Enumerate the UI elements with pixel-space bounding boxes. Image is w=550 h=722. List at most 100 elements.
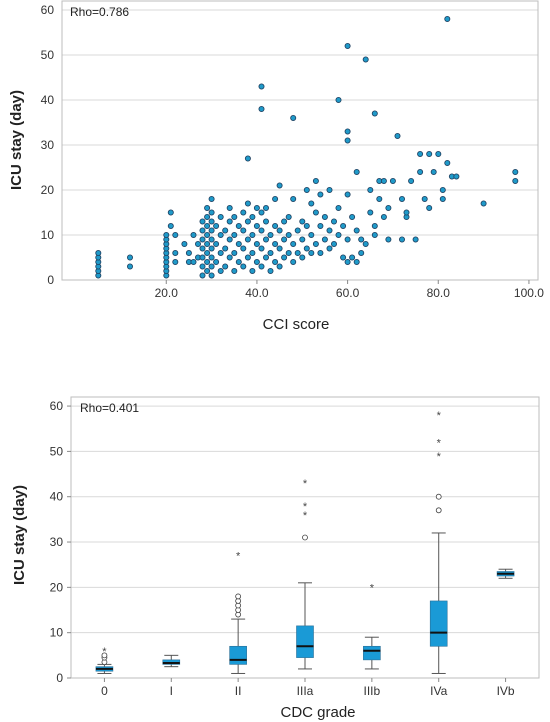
scatter-point bbox=[208, 272, 215, 279]
scatter-point bbox=[389, 177, 396, 184]
scatter-point bbox=[267, 249, 274, 256]
scatter-point bbox=[439, 195, 446, 202]
box-outlier-circle bbox=[235, 593, 242, 600]
scatter-y-tick-label: 40 bbox=[41, 93, 55, 107]
boxplot-y-ticks: 0 10 20 30 40 50 60 bbox=[50, 399, 71, 685]
scatter-y-ticks: 0 10 20 30 40 50 60 bbox=[41, 3, 55, 287]
boxplot-x-tick-label: I bbox=[170, 684, 173, 698]
box-body bbox=[296, 625, 314, 658]
scatter-point bbox=[285, 231, 292, 238]
scatter-point bbox=[167, 222, 174, 229]
box-body bbox=[363, 645, 381, 661]
scatter-point bbox=[290, 258, 297, 265]
box-outlier-star: * bbox=[303, 478, 308, 490]
boxplot-x-tick-label: IIIa bbox=[297, 684, 314, 698]
box-IIIb: * bbox=[363, 582, 381, 670]
scatter-point bbox=[240, 227, 247, 234]
box-outlier-star: * bbox=[370, 582, 375, 594]
scatter-point bbox=[358, 249, 365, 256]
boxplot-y-tick-label: 20 bbox=[50, 580, 64, 594]
scatter-point bbox=[285, 213, 292, 220]
scatter-point bbox=[344, 236, 351, 243]
scatter-point bbox=[244, 236, 251, 243]
scatter-point bbox=[231, 231, 238, 238]
scatter-point bbox=[303, 222, 310, 229]
scatter-point bbox=[512, 168, 519, 175]
scatter-point bbox=[244, 218, 251, 225]
scatter-y-tick-label: 60 bbox=[41, 3, 55, 17]
scatter-point bbox=[262, 204, 269, 211]
scatter-point bbox=[262, 236, 269, 243]
scatter-point bbox=[217, 231, 224, 238]
scatter-point bbox=[231, 213, 238, 220]
scatter-point bbox=[190, 231, 197, 238]
box-0: * bbox=[95, 646, 114, 674]
scatter-point bbox=[326, 186, 333, 193]
scatter-point bbox=[349, 254, 356, 261]
scatter-x-tick-label: 20.0 bbox=[155, 286, 179, 300]
scatter-gridlines bbox=[62, 9, 538, 236]
scatter-point bbox=[199, 272, 206, 279]
box-IVb bbox=[496, 568, 515, 579]
scatter-point bbox=[163, 231, 170, 238]
scatter-x-tick-label: 60.0 bbox=[336, 286, 360, 300]
scatter-point bbox=[204, 204, 211, 211]
boxplot-rho-annotation: Rho=0.401 bbox=[80, 401, 139, 415]
box-outlier-star: * bbox=[102, 646, 107, 658]
scatter-point bbox=[172, 231, 179, 238]
scatter-point bbox=[208, 218, 215, 225]
scatter-point bbox=[190, 258, 197, 265]
scatter-point bbox=[194, 240, 201, 247]
scatter-point bbox=[421, 195, 428, 202]
scatter-point bbox=[240, 209, 247, 216]
scatter-point bbox=[362, 56, 369, 63]
scatter-points bbox=[95, 15, 519, 279]
scatter-point bbox=[208, 263, 215, 270]
scatter-point bbox=[226, 218, 233, 225]
scatter-point bbox=[435, 150, 442, 157]
scatter-x-tick-label: 40.0 bbox=[245, 286, 269, 300]
scatter-point bbox=[285, 249, 292, 256]
scatter-point bbox=[335, 204, 342, 211]
scatter-point bbox=[444, 15, 451, 22]
scatter-point bbox=[258, 106, 265, 113]
scatter-point bbox=[258, 209, 265, 216]
scatter-point bbox=[408, 177, 415, 184]
scatter-point bbox=[244, 254, 251, 261]
scatter-point bbox=[367, 209, 374, 216]
scatter-point bbox=[321, 236, 328, 243]
box-outlier-star: * bbox=[437, 451, 442, 463]
scatter-point bbox=[276, 182, 283, 189]
scatter-point bbox=[172, 249, 179, 256]
scatter-point bbox=[294, 227, 301, 234]
scatter-point bbox=[253, 222, 260, 229]
box-II: * bbox=[229, 551, 247, 674]
scatter-point bbox=[240, 245, 247, 252]
scatter-point bbox=[208, 195, 215, 202]
scatter-point bbox=[172, 258, 179, 265]
scatter-x-ticks: 20.0 40.0 60.0 80.0 100.0 bbox=[155, 280, 544, 300]
scatter-point bbox=[340, 222, 347, 229]
scatter-point bbox=[249, 249, 256, 256]
scatter-point bbox=[308, 231, 315, 238]
scatter-point bbox=[294, 249, 301, 256]
scatter-point bbox=[213, 240, 220, 247]
scatter-point bbox=[353, 168, 360, 175]
scatter-point bbox=[226, 254, 233, 261]
scatter-point bbox=[344, 191, 351, 198]
boxplot-boxes: ********* bbox=[95, 410, 515, 674]
scatter-point bbox=[303, 186, 310, 193]
scatter-point bbox=[199, 236, 206, 243]
scatter-point bbox=[367, 186, 374, 193]
scatter-point bbox=[208, 254, 215, 261]
scatter-y-axis-label: ICU stay (day) bbox=[8, 90, 25, 190]
scatter-point bbox=[208, 227, 215, 234]
box-outlier-star: * bbox=[437, 437, 442, 449]
scatter-point bbox=[231, 249, 238, 256]
scatter-point bbox=[308, 249, 315, 256]
scatter-point bbox=[453, 173, 460, 180]
boxplot-x-tick-label: IVa bbox=[430, 684, 447, 698]
boxplot-x-axis-label: CDC grade bbox=[280, 704, 355, 721]
